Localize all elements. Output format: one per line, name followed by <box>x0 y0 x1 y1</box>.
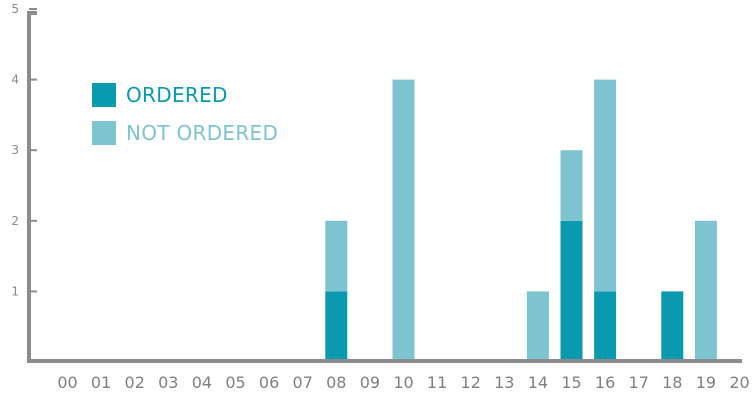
bar-not-ordered-08 <box>325 220 348 292</box>
x-tick-label: 15 <box>561 373 581 392</box>
legend-swatch-ordered <box>92 83 116 107</box>
legend-item-not-ordered: NOT ORDERED <box>92 120 278 146</box>
x-tick-label: 01 <box>91 373 111 392</box>
legend: ORDERED NOT ORDERED <box>92 82 278 158</box>
y-tick-label: 1 <box>11 284 19 298</box>
bar-ordered-16 <box>594 291 617 362</box>
x-tick-label: 09 <box>360 373 380 392</box>
legend-swatch-not-ordered <box>92 121 116 145</box>
x-tick-label: 11 <box>427 373 447 392</box>
y-tick-label: 4 <box>11 73 19 87</box>
x-tick-label: 14 <box>528 373 548 392</box>
y-axis-ticks: 1 2 3 4 5 <box>11 2 37 298</box>
bar-not-ordered-15 <box>560 150 583 221</box>
x-tick-label: 08 <box>326 373 346 392</box>
bar-not-ordered-19 <box>694 220 717 362</box>
x-tick-label: 05 <box>225 373 245 392</box>
legend-item-ordered: ORDERED <box>92 82 278 108</box>
x-tick-label: 03 <box>158 373 178 392</box>
y-tick-label: 5 <box>11 2 19 16</box>
x-axis-ticks: 00 01 02 03 04 05 06 07 08 09 10 11 12 13 14 15 16 17 18 19… <box>57 373 749 392</box>
bar-not-ordered-14 <box>526 291 549 362</box>
x-tick-label: 07 <box>293 373 313 392</box>
bar-ordered-08 <box>325 291 348 362</box>
legend-label-ordered: ORDERED <box>126 83 228 107</box>
bars-layer <box>325 79 717 362</box>
x-tick-label: 16 <box>595 373 615 392</box>
x-tick-label: 12 <box>461 373 481 392</box>
x-tick-label: 10 <box>393 373 413 392</box>
bar-not-ordered-10 <box>392 79 415 362</box>
bar-ordered-15 <box>560 220 583 362</box>
x-tick-label: 06 <box>259 373 279 392</box>
y-tick-label: 2 <box>11 214 19 228</box>
x-tick-label: 20 <box>729 373 749 392</box>
x-tick-label: 18 <box>662 373 682 392</box>
x-tick-label: 02 <box>125 373 145 392</box>
x-tick-label: 00 <box>57 373 77 392</box>
y-tick-label: 3 <box>11 143 19 157</box>
x-tick-label: 19 <box>696 373 716 392</box>
x-tick-label: 17 <box>629 373 649 392</box>
x-tick-label: 13 <box>494 373 514 392</box>
legend-label-not-ordered: NOT ORDERED <box>126 121 279 145</box>
bar-not-ordered-16 <box>594 79 617 292</box>
x-tick-label: 04 <box>192 373 212 392</box>
bar-ordered-18 <box>661 291 684 362</box>
